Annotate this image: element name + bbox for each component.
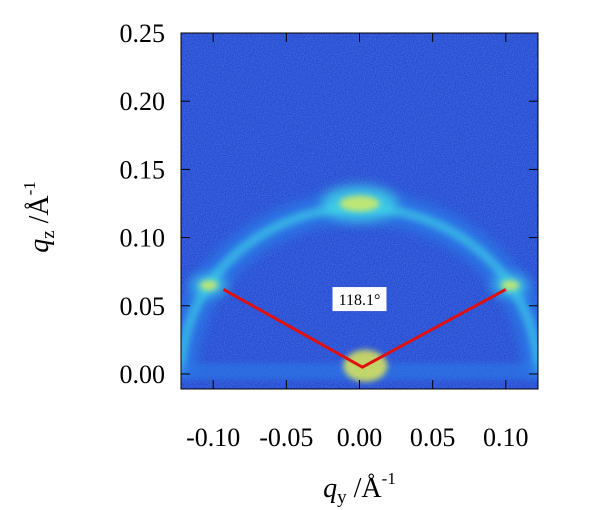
y-tick-label: 0.15 — [120, 155, 166, 184]
angle-label-box — [332, 287, 387, 312]
y-tick-label: 0.10 — [120, 224, 166, 253]
heatmap-area — [181, 33, 538, 389]
peak-right-core — [501, 280, 520, 291]
x-tick-label: 0.05 — [410, 423, 456, 452]
x-tick-label: -0.05 — [259, 423, 313, 452]
y-tick-label: 0.20 — [120, 87, 166, 116]
x-axis-label: qy /Å-1 — [323, 469, 396, 508]
x-tick-label: -0.10 — [186, 423, 240, 452]
x-axis-exponent: -1 — [382, 469, 396, 488]
peak-top-core — [339, 195, 380, 212]
peak-left-core — [199, 280, 218, 291]
x-tick-label: 0.00 — [337, 423, 383, 452]
y-axis-exponent: -1 — [20, 181, 39, 195]
y-tick-label: 0.00 — [120, 360, 166, 389]
x-axis-symbol: q — [323, 473, 337, 504]
x-axis: -0.10 -0.05 0.00 0.05 0.10 — [186, 33, 529, 452]
angle-label: 118.1° — [339, 292, 381, 309]
angle-lines — [222, 288, 507, 369]
y-axis-label: qz /Å-1 — [20, 181, 59, 253]
bragg-peaks — [190, 185, 529, 296]
y-axis-unit: /Å — [24, 195, 55, 231]
y-axis: 0.00 0.05 0.10 0.15 0.20 0.25 — [120, 19, 538, 389]
x-axis-subscript: y — [337, 487, 347, 508]
y-tick-label: 0.05 — [120, 292, 166, 321]
y-tick-label: 0.25 — [120, 19, 166, 48]
angle-annotation: 118.1° — [222, 287, 507, 369]
x-tick-label: 0.10 — [483, 423, 529, 452]
y-axis-subscript: z — [38, 230, 59, 238]
x-axis-unit: /Å — [347, 473, 383, 504]
y-axis-symbol: q — [24, 239, 55, 253]
